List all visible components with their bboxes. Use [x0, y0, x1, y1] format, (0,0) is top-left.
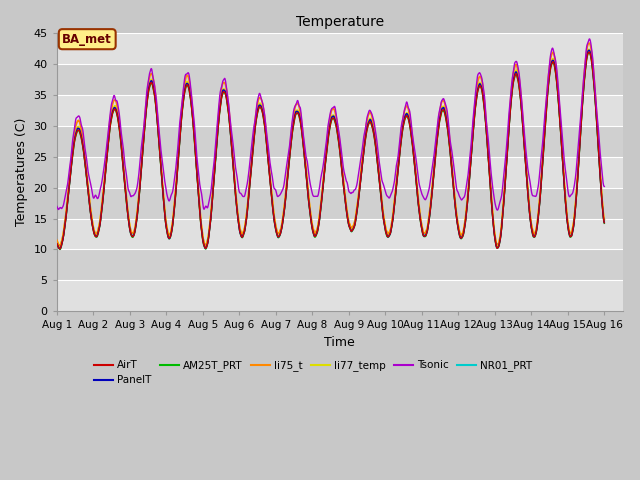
- NR01_PRT: [206, 225, 214, 231]
- Y-axis label: Temperatures (C): Temperatures (C): [15, 118, 28, 227]
- NR01_PRT: [585, 48, 593, 54]
- AirT: [568, 233, 575, 239]
- li77_temp: [53, 238, 61, 244]
- li75_t: [206, 222, 214, 228]
- AM25T_PRT: [347, 227, 355, 233]
- li75_t: [53, 237, 61, 243]
- PanelT: [53, 241, 61, 247]
- AirT: [206, 226, 214, 232]
- AM25T_PRT: [358, 162, 366, 168]
- PanelT: [347, 226, 355, 232]
- PanelT: [206, 226, 214, 231]
- Line: Tsonic: Tsonic: [57, 39, 604, 210]
- AirT: [490, 226, 497, 231]
- Tsonic: [493, 207, 501, 213]
- NR01_PRT: [53, 240, 61, 245]
- Bar: [57, 126, 623, 156]
- li77_temp: [552, 71, 560, 76]
- Bar: [57, 156, 623, 188]
- li75_t: [347, 223, 355, 229]
- Line: li75_t: li75_t: [57, 43, 604, 246]
- Tsonic: [568, 192, 575, 197]
- Tsonic: [490, 190, 497, 196]
- Text: BA_met: BA_met: [62, 33, 112, 46]
- Bar: [57, 188, 623, 218]
- li75_t: [585, 40, 593, 46]
- Tsonic: [552, 61, 560, 67]
- Line: AM25T_PRT: AM25T_PRT: [57, 53, 604, 250]
- PanelT: [600, 220, 608, 226]
- NR01_PRT: [600, 219, 608, 225]
- li75_t: [56, 243, 63, 249]
- Bar: [57, 95, 623, 126]
- NR01_PRT: [568, 232, 575, 238]
- PanelT: [585, 48, 593, 53]
- NR01_PRT: [490, 225, 497, 230]
- li77_temp: [490, 223, 497, 228]
- AirT: [552, 74, 560, 80]
- AM25T_PRT: [568, 234, 575, 240]
- li77_temp: [206, 223, 214, 229]
- li75_t: [568, 230, 575, 236]
- Legend: AirT, PanelT, AM25T_PRT, li75_t, li77_temp, Tsonic, NR01_PRT: AirT, PanelT, AM25T_PRT, li75_t, li77_te…: [90, 356, 536, 390]
- AM25T_PRT: [552, 74, 560, 80]
- AM25T_PRT: [600, 220, 608, 226]
- li77_temp: [585, 47, 593, 52]
- Tsonic: [600, 183, 608, 189]
- Bar: [57, 64, 623, 95]
- PanelT: [568, 233, 575, 239]
- Tsonic: [53, 203, 61, 209]
- AirT: [358, 161, 366, 167]
- AirT: [56, 246, 63, 252]
- Line: PanelT: PanelT: [57, 50, 604, 249]
- X-axis label: Time: Time: [324, 336, 355, 349]
- li77_temp: [347, 224, 355, 229]
- PanelT: [358, 160, 366, 166]
- Bar: [57, 280, 623, 312]
- Line: NR01_PRT: NR01_PRT: [57, 51, 604, 248]
- Bar: [57, 250, 623, 280]
- Tsonic: [346, 190, 354, 196]
- AirT: [53, 241, 61, 247]
- AM25T_PRT: [56, 247, 64, 252]
- AirT: [600, 220, 608, 226]
- AirT: [347, 227, 355, 232]
- Bar: [57, 33, 623, 64]
- Tsonic: [586, 36, 593, 42]
- NR01_PRT: [358, 160, 366, 166]
- li77_temp: [56, 243, 63, 249]
- Tsonic: [205, 197, 213, 203]
- NR01_PRT: [552, 72, 560, 78]
- Tsonic: [358, 148, 366, 154]
- li75_t: [358, 155, 366, 160]
- PanelT: [490, 226, 497, 231]
- AM25T_PRT: [585, 50, 593, 56]
- AM25T_PRT: [53, 241, 61, 247]
- li75_t: [600, 216, 608, 222]
- PanelT: [552, 72, 560, 78]
- AM25T_PRT: [206, 227, 214, 232]
- li75_t: [552, 65, 560, 71]
- li77_temp: [358, 158, 366, 164]
- PanelT: [56, 246, 63, 252]
- li77_temp: [600, 217, 608, 223]
- Title: Temperature: Temperature: [296, 15, 384, 29]
- Bar: [57, 218, 623, 250]
- NR01_PRT: [56, 245, 63, 251]
- li77_temp: [568, 230, 575, 236]
- li75_t: [490, 222, 497, 228]
- NR01_PRT: [347, 225, 355, 231]
- Line: AirT: AirT: [57, 52, 604, 249]
- AirT: [585, 49, 593, 55]
- AM25T_PRT: [490, 226, 497, 232]
- Line: li77_temp: li77_temp: [57, 49, 604, 246]
